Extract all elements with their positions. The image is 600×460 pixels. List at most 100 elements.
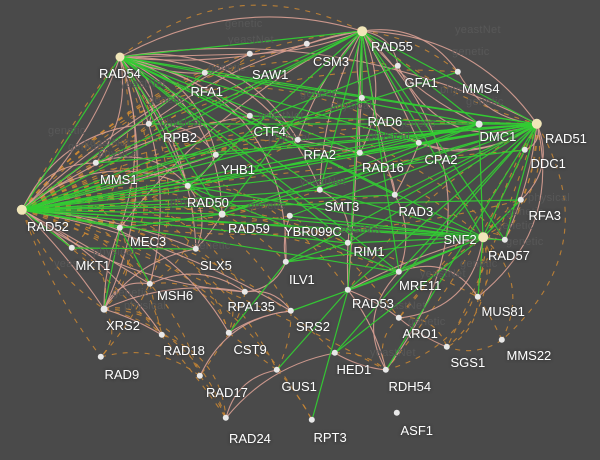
network-node-cpa2[interactable] [415, 139, 423, 147]
network-node-saw1[interactable] [246, 50, 254, 58]
network-edge [21, 209, 292, 312]
network-edge [21, 209, 387, 371]
network-edge [21, 172, 349, 291]
network-node-mms4[interactable] [454, 68, 462, 76]
network-edge [477, 123, 544, 298]
network-edge [103, 308, 201, 377]
network-node-rad55[interactable] [357, 26, 367, 36]
network-edge [119, 56, 396, 196]
network-edge [119, 213, 223, 229]
network-edge [21, 30, 363, 211]
network-node-rpb2[interactable] [145, 120, 153, 128]
network-node-rfa2[interactable] [294, 136, 302, 144]
network-edge [21, 187, 287, 263]
network-node-hed1[interactable] [331, 349, 339, 357]
network-edge [361, 30, 538, 125]
node-label-rad9: RAD9 [104, 367, 140, 382]
network-node-rad51[interactable] [531, 118, 543, 130]
network-edge [311, 289, 349, 421]
network-edge [103, 248, 197, 310]
network-node-gfa1[interactable] [394, 62, 402, 70]
network-node-ybr099c[interactable] [286, 212, 294, 220]
network-edge [482, 199, 522, 238]
network-node-aro1[interactable] [395, 314, 403, 322]
network-edge [195, 248, 234, 334]
network-node-rfa3[interactable] [517, 196, 525, 204]
network-edge [276, 369, 313, 421]
network-edge [21, 168, 223, 215]
network-edge [119, 56, 197, 250]
network-node-rad57[interactable] [501, 236, 509, 244]
network-node-rpt3[interactable] [308, 416, 316, 424]
network-edge [103, 308, 163, 336]
network-node-mkt1[interactable] [68, 244, 76, 252]
network-edge [119, 56, 349, 244]
node-label-rad24: RAD24 [229, 431, 271, 446]
network-edge [21, 65, 399, 211]
node-label-mec3: MEC3 [130, 234, 167, 249]
network-node-mms22[interactable] [498, 336, 506, 344]
network-node-srs2[interactable] [287, 307, 295, 315]
network-node-rad3[interactable] [391, 191, 399, 199]
network-edge [21, 194, 396, 212]
network-edge [187, 123, 480, 187]
network-edge [334, 352, 387, 371]
network-node-dmc1[interactable] [475, 120, 483, 128]
network-node-rpa135[interactable] [241, 288, 249, 296]
network-node-rdh54[interactable] [382, 366, 390, 374]
network-node-ilv1[interactable] [282, 258, 290, 266]
network-node-rad18[interactable] [158, 331, 166, 339]
node-label-rad16: RAD16 [362, 160, 404, 175]
network-node-rad24[interactable] [222, 414, 230, 422]
network-node-ctf4[interactable] [246, 112, 254, 120]
network-node-rad6[interactable] [358, 94, 366, 102]
network-edge [103, 227, 121, 310]
network-edge [228, 261, 287, 334]
network-node-csm3[interactable] [303, 40, 311, 48]
network-node-smt3[interactable] [316, 186, 324, 194]
network-node-rad59[interactable] [218, 210, 226, 218]
network-node-mus81[interactable] [474, 293, 482, 301]
network-node-rad53[interactable] [344, 286, 352, 294]
node-label-rfa3: RFA3 [528, 208, 562, 223]
network-node-rim1[interactable] [344, 239, 352, 247]
network-node-yhb1[interactable] [212, 151, 220, 159]
network-node-ddc1[interactable] [521, 146, 529, 154]
network-edge [21, 209, 349, 244]
network-node-mms1[interactable] [92, 159, 100, 167]
network-node-rad50[interactable] [184, 182, 192, 190]
network-node-rad16[interactable] [356, 149, 364, 157]
network-node-slx5[interactable] [192, 245, 200, 253]
network-edge [482, 123, 538, 238]
network-edge [477, 123, 538, 298]
network-edge [100, 308, 113, 358]
network-edge [285, 242, 349, 263]
network-node-cst9[interactable] [225, 329, 233, 337]
network-node-sgs1[interactable] [443, 343, 451, 351]
network-node-xrs2[interactable] [100, 305, 108, 313]
network-edge [187, 30, 363, 187]
network-edge [21, 118, 480, 211]
network-node-mec3[interactable] [116, 224, 124, 232]
network-edge [119, 56, 223, 215]
network-node-rad54[interactable] [115, 52, 125, 62]
network-edge [21, 56, 121, 211]
node-label-mms1: MMS1 [100, 172, 138, 187]
network-edge [394, 142, 420, 196]
network-node-msh6[interactable] [146, 280, 154, 288]
network-node-rfa1[interactable] [201, 69, 209, 77]
network-edge [21, 209, 201, 377]
node-label-rfa2: RFA2 [303, 147, 337, 162]
network-node-snf2[interactable] [478, 232, 488, 242]
network-node-gus1[interactable] [273, 366, 281, 374]
network-node-rad52[interactable] [16, 204, 28, 216]
network-node-rad17[interactable] [196, 372, 204, 380]
network-edge [225, 369, 278, 419]
network-node-asf1[interactable] [393, 409, 401, 417]
network-edge [95, 56, 124, 164]
network-node-mre11[interactable] [395, 268, 403, 276]
network-edge [21, 209, 163, 336]
network-edge [394, 123, 538, 196]
network-node-rad9[interactable] [97, 353, 105, 361]
